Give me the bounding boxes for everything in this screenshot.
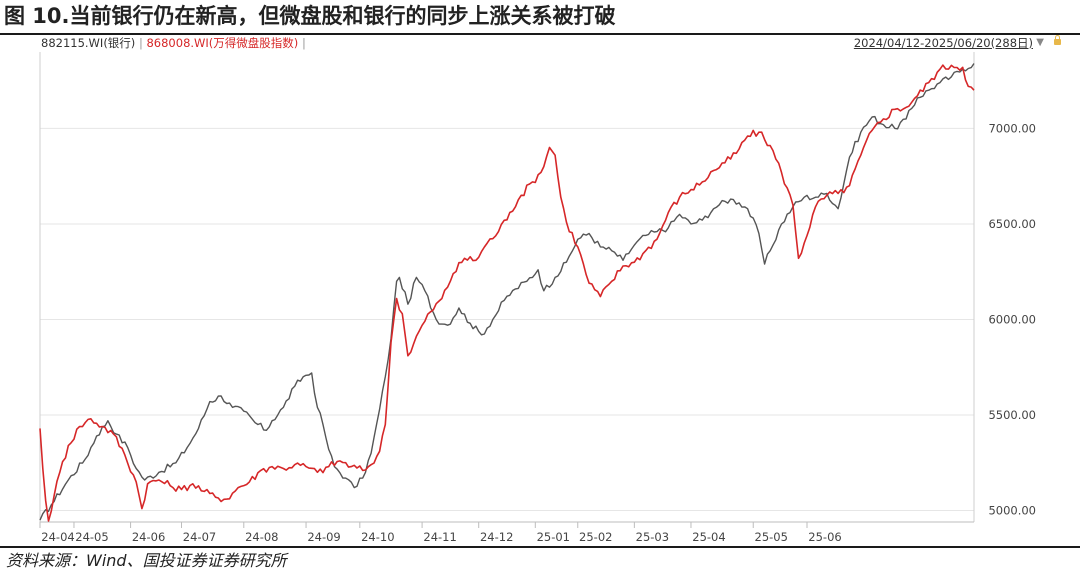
x-tick-label: 24-12 — [480, 530, 513, 544]
y-axis-ticks: 5000.00 5500.00 6000.00 6500.00 7000.00 — [988, 121, 1036, 517]
grid-lines — [40, 127, 974, 512]
source-rule — [0, 546, 1080, 548]
series-line-microcap — [39, 64, 975, 522]
title-rule — [0, 33, 1080, 35]
x-tick-label: 25-02 — [579, 530, 612, 544]
lock-icon[interactable] — [1054, 35, 1061, 45]
y-tick-label: 6000.00 — [988, 312, 1036, 326]
x-tick-label: 25-06 — [808, 530, 841, 544]
x-tick-label: 24-10 — [361, 530, 394, 544]
y-tick-label: 6500.00 — [988, 217, 1036, 231]
y-tick-label: 7000.00 — [988, 121, 1036, 135]
x-tick-label: 24-06 — [132, 530, 165, 544]
source-note: 资料来源：Wind、国投证券证券研究所 — [6, 551, 287, 570]
series-line-bank — [39, 63, 975, 521]
legend-series-bank[interactable]: 882115.WI(银行) — [41, 36, 136, 50]
legend-separator-end: | — [301, 36, 306, 50]
dropdown-arrow-icon[interactable]: ▼ — [1036, 37, 1044, 48]
legend-series-microcap[interactable]: 868008.WI(万得微盘股指数) — [146, 36, 299, 50]
x-tick-label: 24-11 — [423, 530, 456, 544]
y-tick-label: 5500.00 — [988, 408, 1036, 422]
x-tick-label: 25-03 — [636, 530, 669, 544]
chart-legend: 882115.WI(银行) | 868008.WI(万得微盘股指数) | — [41, 36, 306, 50]
x-axis-ticks: 24-04 24-05 24-06 24-07 24-08 24-09 24-10 24-11… — [39, 522, 842, 544]
x-tick-label: 24-08 — [245, 530, 278, 544]
figure-title: 图 10.当前银行仍在新高，但微盘股和银行的同步上涨关系被打破 — [4, 4, 616, 28]
y-tick-label: 5000.00 — [988, 504, 1036, 518]
series-lines — [39, 63, 975, 522]
x-tick-label: 25-01 — [537, 530, 570, 544]
x-tick-label: 24-04 — [41, 530, 74, 544]
x-tick-label: 24-09 — [307, 530, 340, 544]
legend-separator: | — [138, 36, 143, 50]
x-tick-label: 25-04 — [692, 530, 725, 544]
x-tick-label: 24-07 — [183, 530, 216, 544]
x-tick-label: 25-05 — [755, 530, 788, 544]
x-tick-label: 24-05 — [75, 530, 108, 544]
date-range-selector[interactable]: 2024/04/12-2025/06/20(288日) — [853, 36, 1033, 50]
